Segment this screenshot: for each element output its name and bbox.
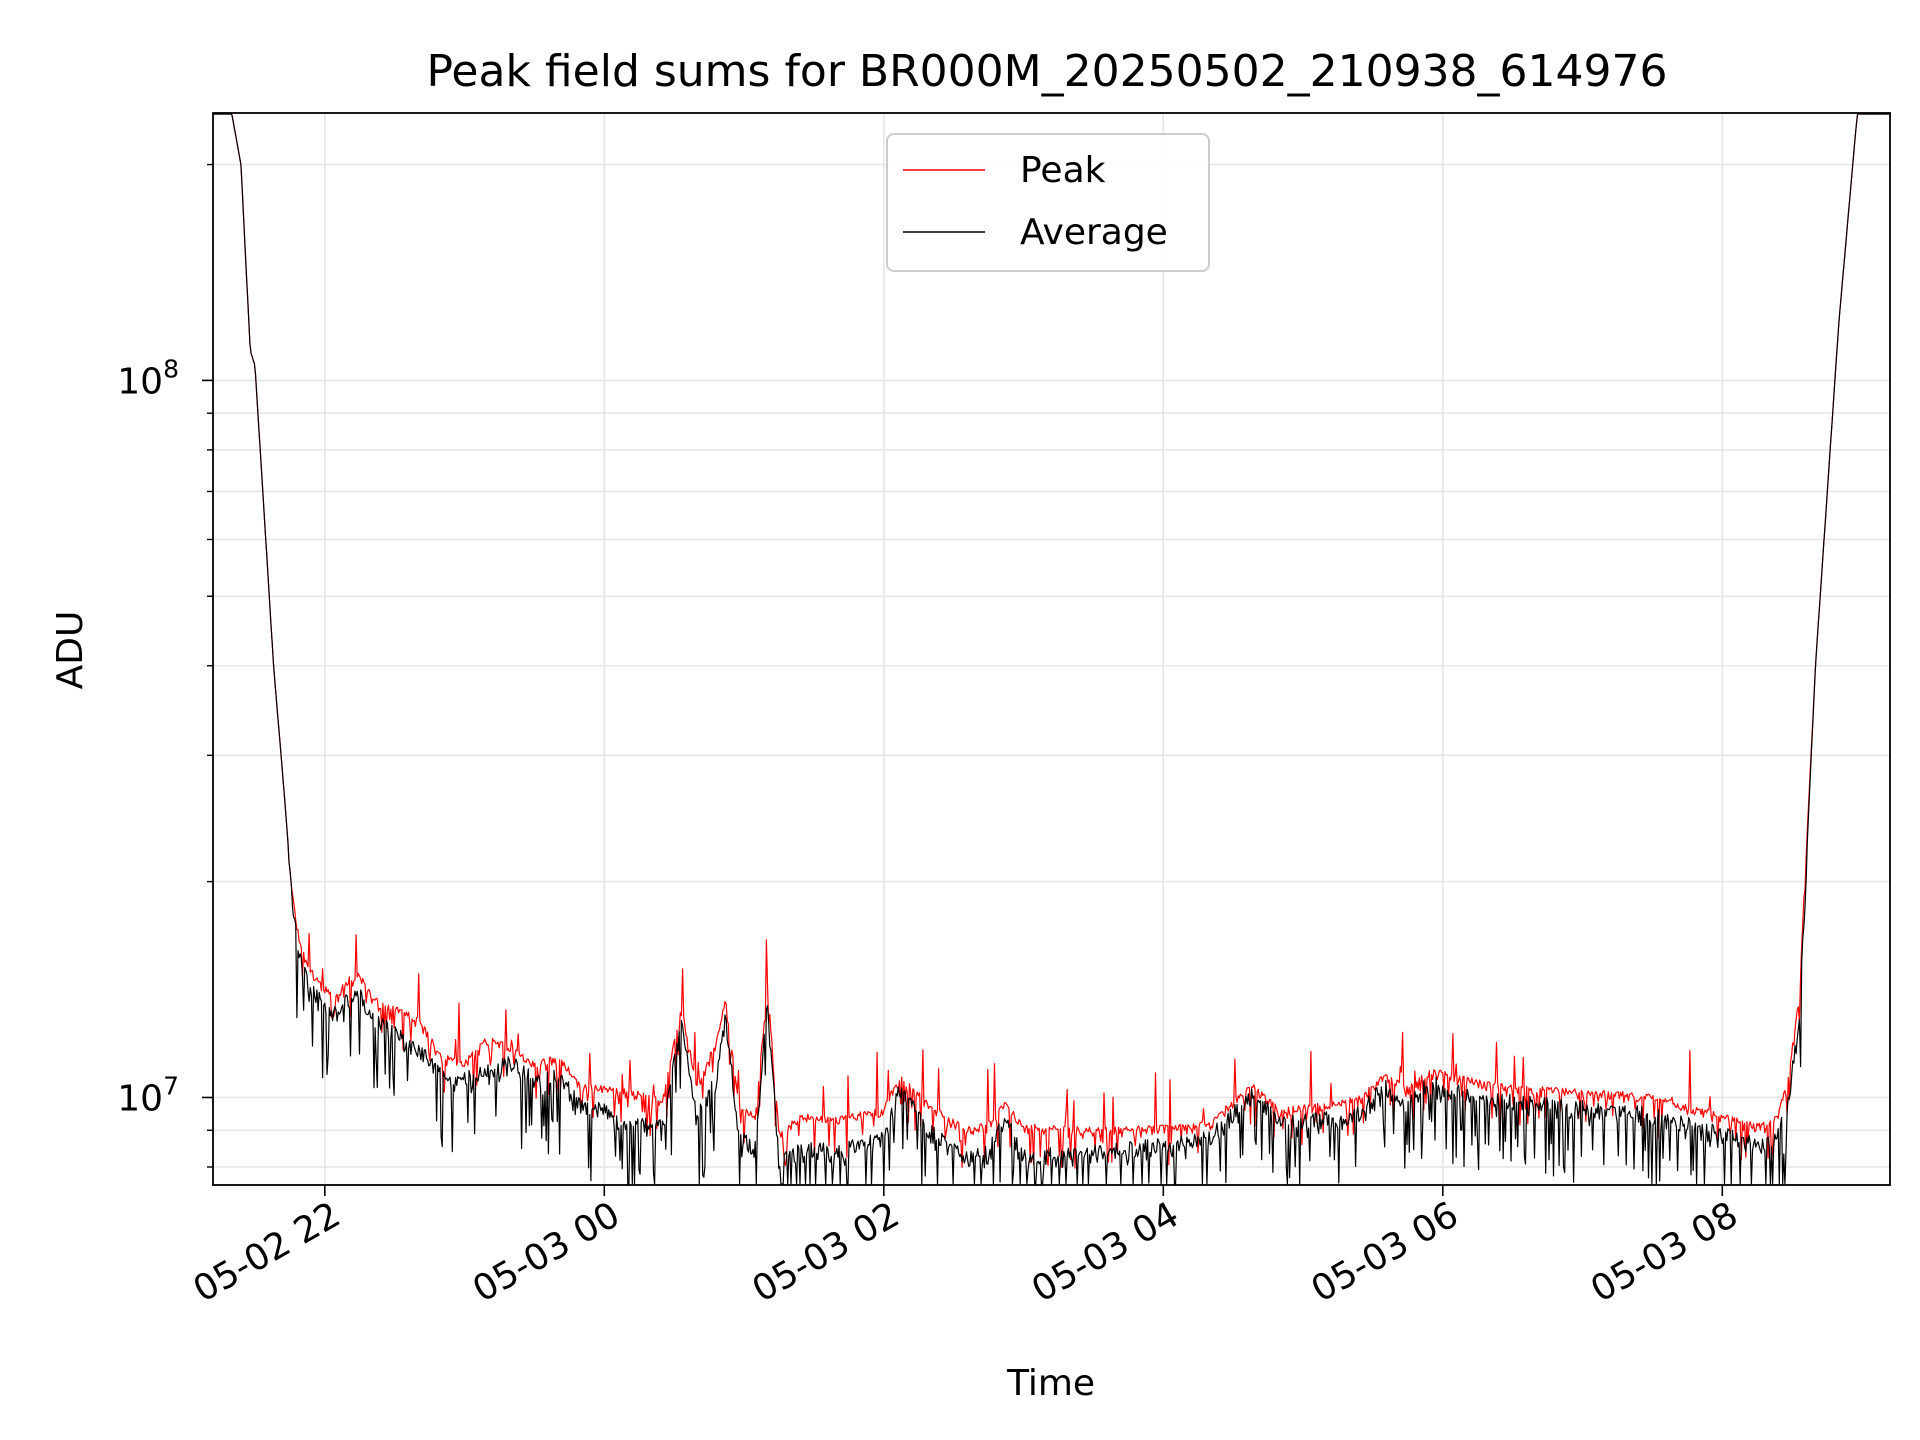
chart-title: Peak field sums for BR000M_20250502_2109… — [426, 46, 1667, 97]
legend-label-average: Average — [1020, 212, 1168, 253]
series-lines — [213, 113, 1890, 1185]
x-tick-label: 05-03 02 — [746, 1194, 907, 1310]
y-axis-ticks: 107 108 — [117, 163, 213, 1168]
legend-label-peak: Peak — [1020, 150, 1106, 191]
series-line-average — [213, 113, 1890, 1185]
series-line-peak — [213, 113, 1890, 1169]
legend: Peak Average — [886, 133, 1210, 272]
x-tick-label: 05-02 22 — [187, 1194, 348, 1310]
x-axis-label: Time — [1006, 1363, 1095, 1404]
y-tick-label: 107 — [117, 1071, 179, 1119]
x-tick-label: 05-03 04 — [1025, 1194, 1186, 1310]
legend-box — [886, 133, 1210, 272]
y-tick-label: 108 — [117, 354, 179, 402]
x-tick-label: 05-03 06 — [1305, 1194, 1466, 1310]
plot-frame — [212, 112, 1891, 1186]
grid — [213, 113, 1890, 1185]
x-axis-ticks: 05-02 22 05-03 00 05-03 02 05-03 04 05-03 06… — [187, 1185, 1745, 1311]
x-tick-label: 05-03 00 — [466, 1194, 627, 1310]
y-axis-label: ADU — [50, 611, 91, 690]
x-tick-label: 05-03 08 — [1584, 1194, 1745, 1310]
